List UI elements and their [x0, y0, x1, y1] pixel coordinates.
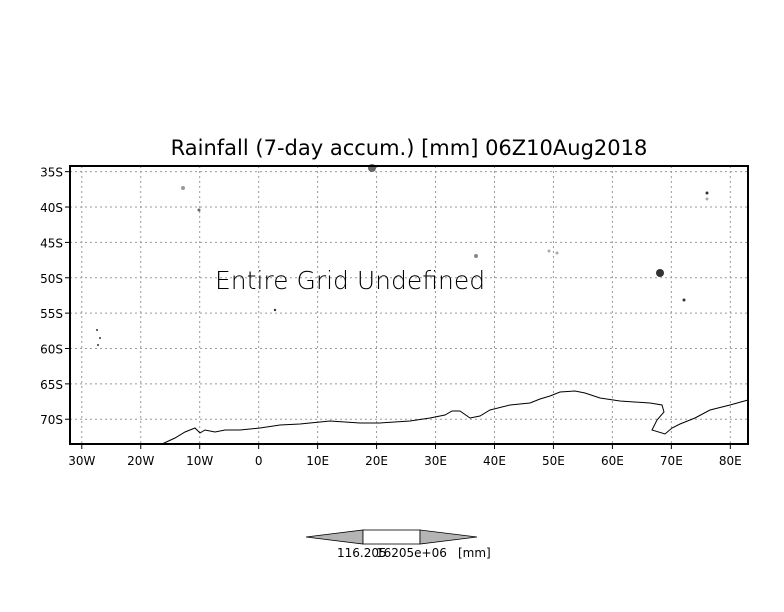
y-tick-label: 55S	[40, 307, 63, 321]
x-tick-label: 20E	[365, 454, 388, 468]
x-tick-label: 10W	[186, 454, 213, 468]
colorbar-label-3: [mm]	[458, 546, 491, 560]
x-tick-label: 80E	[719, 454, 742, 468]
island-mark	[474, 254, 478, 258]
island-mark	[197, 208, 201, 212]
island-mark	[97, 344, 99, 346]
gridlines	[70, 166, 748, 444]
y-tick-label: 40S	[40, 201, 63, 215]
y-tick-label: 35S	[40, 166, 63, 180]
y-tick-label: 65S	[40, 378, 63, 392]
y-tick-label: 45S	[40, 236, 63, 250]
island-mark	[181, 186, 185, 190]
y-tick-label: 50S	[40, 272, 63, 286]
plot-frame	[69, 165, 749, 445]
chart-title: Rainfall (7-day accum.) [mm] 06Z10Aug201…	[171, 136, 648, 160]
colorbar-label-2: 16205e+06	[376, 546, 447, 560]
island-mark	[96, 329, 98, 331]
x-tick-label: 50E	[542, 454, 565, 468]
x-tick-label: 10E	[306, 454, 329, 468]
colorbar: 116.205 16205e+06 [mm]	[305, 529, 491, 560]
island-mark	[682, 298, 686, 302]
colorbar-label-1: 116.205	[337, 546, 387, 560]
island-mark	[656, 269, 664, 277]
y-axis: 35S 40S 45S 50S 55S 60S 65S 70S	[40, 166, 70, 427]
island-mark	[273, 308, 277, 312]
x-tick-label: 40E	[483, 454, 506, 468]
x-tick-label: 30W	[68, 454, 95, 468]
x-tick-label: 0	[255, 454, 263, 468]
island-mark	[705, 197, 709, 201]
x-tick-label: 70E	[660, 454, 683, 468]
island-mark	[547, 249, 551, 253]
island-mark	[705, 191, 709, 195]
x-axis: 30W 20W 10W 0 10E 20E 30E 40E 50E 60E 70E 80E	[68, 444, 742, 468]
undefined-annotation: Entire Grid Undefined	[215, 266, 485, 295]
y-tick-label: 60S	[40, 343, 63, 357]
x-tick-label: 60E	[601, 454, 624, 468]
island-mark	[555, 251, 559, 255]
antarctica-coastline	[161, 390, 749, 445]
coastline	[96, 164, 749, 445]
colorbar-center-box	[362, 529, 421, 545]
x-tick-label: 20W	[127, 454, 154, 468]
island-mark	[99, 337, 101, 339]
colorbar-left-triangle	[305, 529, 364, 545]
colorbar-right-triangle	[419, 529, 478, 545]
x-tick-label: 30E	[424, 454, 447, 468]
y-tick-label: 70S	[40, 413, 63, 427]
